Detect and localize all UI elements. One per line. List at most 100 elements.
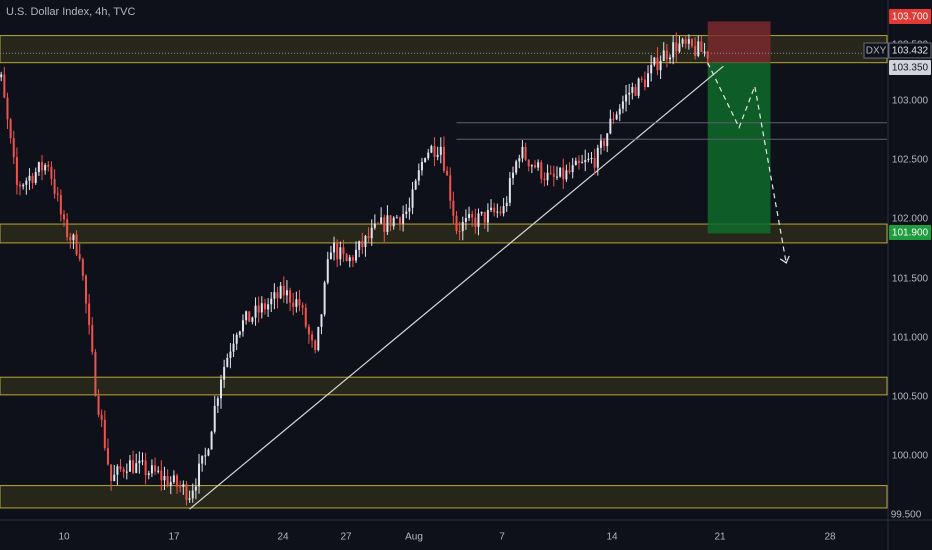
candle-body (571, 165, 574, 173)
candle-body (351, 257, 354, 261)
candle-body (292, 302, 295, 307)
time-tick: 7 (499, 532, 505, 543)
candle-body (279, 285, 282, 299)
candle-body (477, 213, 480, 227)
candle-body (169, 482, 172, 486)
candle-body (687, 39, 690, 44)
time-axis[interactable]: 10 17 24 27 Aug 7 14 21 28 (58, 532, 836, 543)
candle-body (546, 172, 549, 181)
stop-price-badge-text: 103.700 (892, 12, 929, 23)
candle-body (433, 146, 436, 157)
candle-body (154, 465, 157, 472)
candle-body (116, 466, 119, 475)
candle-body (235, 334, 238, 344)
candle-body (257, 305, 260, 313)
price-tick: 101.500 (892, 274, 929, 285)
candle-body (449, 175, 452, 201)
projection-line (707, 62, 787, 264)
candle-body (455, 215, 458, 232)
candle-body (342, 247, 345, 255)
candle-body (251, 317, 254, 322)
candle-body (521, 146, 524, 159)
candle-body (373, 223, 376, 228)
candle-body (204, 455, 207, 457)
candle-body (150, 465, 153, 474)
candle-body (417, 170, 420, 181)
projection-arrowhead (779, 255, 790, 264)
candle-body (389, 215, 392, 227)
candle-body (100, 414, 103, 420)
candle-body (355, 249, 358, 261)
candle-body (232, 343, 235, 352)
candle-body (194, 486, 197, 491)
time-tick: 14 (606, 532, 618, 543)
candle-body (326, 259, 329, 283)
candle-body (147, 473, 150, 476)
candle-body (603, 140, 606, 147)
candle-body (534, 165, 536, 168)
candle-body (19, 184, 22, 187)
symbol-badge-text: DXY (866, 46, 887, 57)
stop-price-badge-bg (889, 9, 931, 24)
zone-rect (0, 223, 888, 244)
candle-body (402, 214, 405, 224)
candle-body (78, 254, 81, 260)
candle-body (31, 175, 34, 183)
candle-body (50, 166, 53, 179)
candle-body (132, 460, 135, 473)
candle-body (408, 207, 411, 212)
candle-body (496, 211, 499, 213)
candle-body (47, 164, 50, 167)
candle-body (518, 158, 521, 162)
candle-body (59, 194, 62, 215)
candle-body (125, 471, 128, 473)
stop-price-badge: 103.700 (889, 9, 931, 24)
candle-body (540, 162, 543, 179)
candle-body (69, 236, 72, 241)
candle-body (395, 217, 398, 219)
candle-body (672, 42, 675, 58)
candle-body (458, 231, 461, 233)
zone-rect (0, 485, 888, 509)
candle-body (285, 290, 288, 296)
candle-body (3, 74, 6, 98)
candle-body (63, 214, 65, 220)
short-position-tool[interactable] (707, 21, 771, 234)
candle-body (289, 290, 292, 303)
candle-body (320, 314, 323, 327)
candle-body (238, 331, 241, 335)
candle-body (163, 476, 166, 481)
candle-body (260, 303, 263, 313)
candle-body (490, 207, 493, 210)
candle-body (282, 285, 285, 296)
target-price-badge: 101.900 (889, 225, 931, 240)
time-tick: Aug (405, 532, 423, 543)
candle-body (665, 50, 668, 60)
candle-body (581, 162, 584, 164)
candle-body (524, 146, 527, 160)
candle-body (301, 305, 304, 308)
candle-body (618, 108, 621, 115)
candle-body (84, 275, 87, 304)
candle-body (650, 64, 653, 74)
candle-body (559, 167, 562, 177)
candle-body (555, 176, 558, 178)
candle-body (304, 307, 307, 327)
candle-body (88, 303, 91, 326)
symbol-badge-bg (863, 42, 889, 59)
time-tick: 17 (168, 532, 180, 543)
candle-body (144, 460, 147, 476)
candle-body (37, 162, 40, 173)
candle-body (474, 217, 477, 227)
candle-body (461, 221, 464, 232)
candle-body (606, 133, 609, 147)
candle-body (631, 86, 634, 93)
candle-body (110, 464, 113, 482)
candle-body (106, 448, 109, 465)
candle-body (505, 202, 508, 207)
candle-body (634, 86, 637, 96)
candle-body (34, 172, 37, 183)
candle-body (530, 165, 533, 167)
candle-body (411, 189, 414, 208)
